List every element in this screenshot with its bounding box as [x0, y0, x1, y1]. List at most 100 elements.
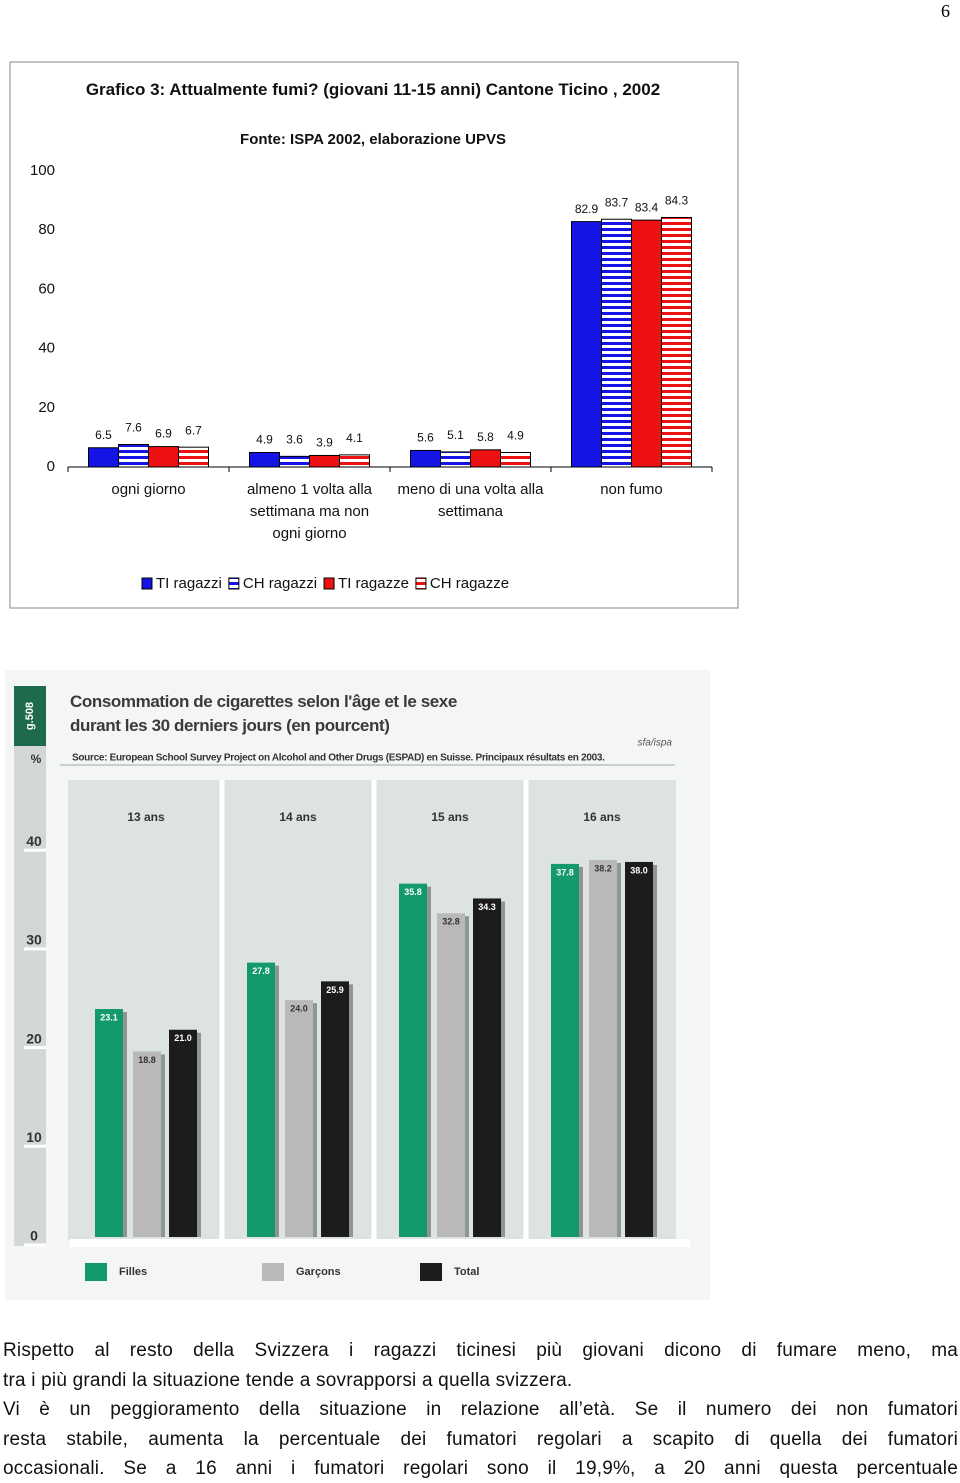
y-tick-label: 100 [30, 162, 55, 179]
bar [339, 454, 370, 468]
y-tick-label: 40 [26, 833, 42, 849]
legend-swatch [415, 577, 427, 590]
bar [551, 863, 579, 1237]
bar [589, 859, 617, 1237]
value-label: 24.0 [290, 1004, 308, 1014]
value-label: 5.1 [447, 428, 464, 442]
legend-label: Filles [119, 1266, 147, 1278]
credit: sfa/ispa [638, 738, 673, 749]
value-label: 4.1 [346, 431, 363, 445]
bar [571, 221, 602, 468]
value-label: 25.9 [326, 985, 344, 995]
bar [148, 446, 179, 468]
value-label: 38.2 [594, 863, 612, 873]
value-label: 5.8 [477, 430, 494, 444]
chart-frame [9, 61, 739, 609]
legend-label: TI ragazze [338, 575, 409, 592]
paragraph-line: occasionali. Se a 16 anni i fumatori reg… [3, 1458, 958, 1479]
chart-title: Grafico 3: Attualmente fumi? (giovani 11… [85, 80, 661, 99]
bar [321, 981, 349, 1237]
y-tick-label: 60 [38, 280, 55, 297]
legend-label: Total [454, 1266, 479, 1278]
legend-swatch [228, 577, 240, 590]
x-tick-label: 16 ans [583, 810, 621, 824]
value-label: 38.0 [630, 865, 648, 875]
value-label: 7.6 [125, 421, 142, 435]
y-tick-label: 30 [26, 932, 42, 948]
bar [249, 451, 280, 468]
x-tick-label: almeno 1 volta alla settimana ma non ogn… [246, 481, 373, 542]
paragraph-line: Rispetto al resto della Svizzera i ragaz… [3, 1340, 958, 1361]
legend-swatch [323, 577, 335, 590]
bar [661, 216, 692, 468]
value-label: 3.6 [286, 433, 303, 447]
y-tick-label: 20 [26, 1030, 42, 1046]
x-tick-label: 14 ans [279, 810, 317, 824]
y-tick-label: 40 [38, 340, 55, 357]
figure-tag: g.508 [24, 702, 36, 730]
value-label: 37.8 [556, 867, 574, 877]
value-label: 21.0 [174, 1033, 192, 1043]
bar [437, 913, 465, 1237]
bar [601, 218, 632, 468]
value-label: 6.5 [95, 428, 112, 442]
bar [88, 447, 119, 468]
value-label: 18.8 [138, 1055, 156, 1065]
bar [285, 1000, 313, 1237]
x-tick-label: meno di una volta alla settimana [397, 481, 544, 520]
bar [470, 449, 501, 468]
value-label: 6.7 [185, 423, 202, 437]
legend-label: TI ragazzi [156, 575, 222, 592]
tag-box [14, 686, 46, 746]
legend-swatch [262, 1263, 284, 1281]
bar [410, 449, 441, 468]
bar [133, 1051, 161, 1237]
y-tick-label: 10 [26, 1129, 42, 1145]
bar [118, 444, 149, 468]
y-tick-label: 80 [38, 221, 55, 238]
legend-swatch [85, 1263, 107, 1281]
value-label: 34.3 [478, 902, 496, 912]
value-label: 4.9 [256, 433, 273, 447]
y-axis-label: % [31, 752, 42, 766]
bar [473, 898, 501, 1237]
legend-label: CH ragazzi [243, 575, 317, 592]
value-label: 23.1 [100, 1012, 118, 1022]
bar [440, 451, 471, 468]
paragraph-line: Vi è un peggioramento della situazione i… [3, 1399, 958, 1420]
bar [631, 219, 662, 468]
legend-label: Garçons [296, 1266, 341, 1278]
bar [309, 454, 340, 468]
y-tick-label: 0 [30, 1228, 38, 1244]
ruler [14, 686, 46, 1246]
y-tick-label: 20 [38, 399, 55, 416]
legend-swatch [141, 577, 153, 590]
page-number: 6 [941, 1, 950, 21]
x-tick-label: non fumo [600, 481, 663, 498]
x-tick-label: 13 ans [127, 810, 165, 824]
value-label: 3.9 [316, 436, 333, 450]
paragraph-line: tra i più grandi la situazione tende a s… [3, 1369, 573, 1391]
paragraph-line: resta stabile, aumenta la percentuale de… [3, 1428, 958, 1450]
chart-title: Consommation de cigarettes selon l'âge e… [70, 692, 457, 735]
source: Source: European School Survey Project o… [72, 753, 605, 764]
bar [399, 883, 427, 1237]
bar [178, 446, 209, 468]
legend-swatch [420, 1263, 442, 1281]
value-label: 4.9 [507, 429, 524, 443]
bar [500, 451, 531, 468]
bar [247, 962, 275, 1237]
x-tick-label: ogni giorno [111, 481, 186, 498]
value-label: 82.9 [575, 202, 599, 216]
value-label: 5.6 [417, 431, 434, 445]
value-label: 84.3 [665, 194, 689, 208]
value-label: 32.8 [442, 917, 460, 927]
value-label: 35.8 [404, 887, 422, 897]
baseline-strip [70, 1239, 690, 1247]
bar [625, 861, 653, 1237]
chart-subtitle: Fonte: ISPA 2002, elaborazione UPVS [240, 131, 506, 148]
value-label: 83.4 [635, 200, 659, 214]
y-tick-label: 0 [47, 458, 55, 475]
